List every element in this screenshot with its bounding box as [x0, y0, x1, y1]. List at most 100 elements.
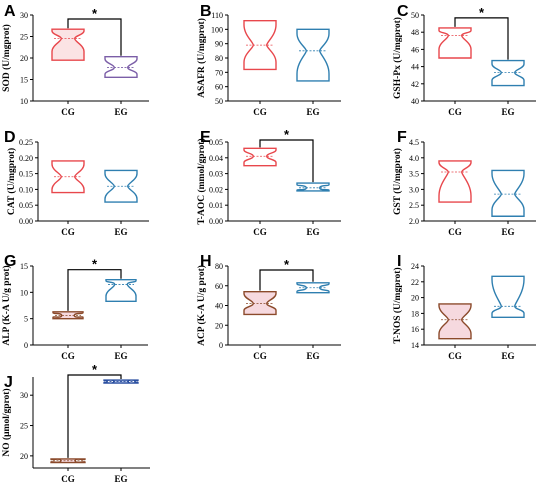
- y-tick-label: 48: [411, 28, 419, 37]
- y-tick-label: 10: [20, 288, 28, 297]
- y-tick-label: 4.5: [409, 138, 419, 147]
- y-tick-label: 100: [211, 25, 223, 34]
- panel-label: D: [4, 129, 16, 146]
- y-tick-label: 10: [20, 97, 28, 106]
- panel-i: I 14 16 18 20 22 24 T-NOS (U/mgprot) CG EG: [392, 253, 536, 361]
- y-axis-label: T-AOC (mmol/gprot): [196, 138, 207, 224]
- panel-label: F: [397, 129, 407, 146]
- y-axis-label: NO (μmol/gprot): [1, 388, 12, 456]
- panel-label: B: [200, 3, 212, 20]
- y-tick-label: 25: [20, 33, 28, 42]
- x-tick-label: CG: [253, 227, 267, 237]
- y-tick-label: 40: [411, 97, 419, 106]
- x-tick-label: EG: [306, 107, 319, 117]
- violin-cg: [438, 160, 472, 203]
- x-tick-label: CG: [448, 107, 462, 117]
- violin-eg: [491, 59, 525, 87]
- significance-bracket: [67, 269, 122, 311]
- x-tick-label: CG: [61, 227, 75, 237]
- significance-bracket: [259, 269, 314, 291]
- y-tick-label: 60: [215, 83, 223, 92]
- x-tick-label: EG: [501, 351, 514, 361]
- significance-marker: *: [92, 257, 98, 272]
- x-tick-label: EG: [114, 107, 127, 117]
- y-tick-label: 0.05: [209, 138, 223, 147]
- y-tick-label: 0.01: [209, 201, 223, 210]
- y-axis-label: ASAFR (U/mgprot): [196, 18, 207, 98]
- y-tick-label: 50: [411, 11, 419, 20]
- y-tick-label: 0.04: [209, 154, 223, 163]
- y-tick-label: 0.10: [19, 185, 33, 194]
- violin-eg: [491, 169, 525, 217]
- panel-g: G 0 5 10 15 ALP (K-A U/g prot) CG EG *: [1, 253, 148, 361]
- panel-f: F 2.0 2.5 3.0 3.5 4.0 4.5 GST (U/mgprot) CG EG: [392, 129, 536, 237]
- y-axis-label: GST (U/mgprot): [392, 148, 403, 215]
- y-tick-label: 20: [20, 54, 28, 63]
- panel-label: J: [4, 374, 13, 391]
- x-tick-label: EG: [306, 351, 319, 361]
- significance-bracket: [67, 374, 122, 458]
- violin-cg: [243, 147, 277, 167]
- x-tick-label: EG: [306, 227, 319, 237]
- violin-eg: [491, 275, 525, 319]
- x-tick-label: EG: [114, 474, 127, 484]
- x-tick-label: CG: [61, 351, 75, 361]
- y-tick-label: 20: [215, 321, 223, 330]
- y-tick-label: 18: [411, 309, 419, 318]
- significance-marker: *: [92, 6, 98, 21]
- y-tick-label: 30: [20, 11, 28, 20]
- y-axis-label: SOD (U/mgprot): [1, 24, 12, 92]
- y-tick-label: 0.03: [209, 170, 223, 179]
- x-tick-label: CG: [253, 107, 267, 117]
- x-tick-label: EG: [501, 107, 514, 117]
- y-tick-label: 42: [411, 80, 419, 89]
- y-tick-label: 4.0: [409, 154, 419, 163]
- x-tick-label: EG: [114, 351, 127, 361]
- violin-eg: [104, 56, 138, 79]
- significance-marker: *: [284, 257, 290, 272]
- y-tick-label: 80: [215, 262, 223, 271]
- violin-cg: [438, 303, 472, 340]
- x-tick-label: CG: [253, 351, 267, 361]
- x-tick-label: CG: [448, 227, 462, 237]
- y-axis-label: GSH-Px (U/mgprot): [392, 17, 403, 99]
- violin-eg: [296, 28, 330, 82]
- y-tick-label: 110: [211, 11, 223, 20]
- panel-a: A 10 15 20 25 30 SOD (U/mgprot) CG EG *: [1, 3, 149, 117]
- y-tick-label: 0.25: [19, 138, 33, 147]
- y-tick-label: 0.20: [19, 154, 33, 163]
- y-tick-label: 3.0: [409, 185, 419, 194]
- significance-bracket: [454, 17, 509, 60]
- violin-cg: [438, 27, 472, 59]
- panel-c: C 40 42 44 46 48 50 GSH-Px (U/mgprot) CG EG *: [392, 3, 536, 117]
- x-tick-label: EG: [501, 227, 514, 237]
- panel-label: C: [397, 3, 409, 20]
- panel-label: H: [200, 253, 212, 270]
- y-tick-label: 3.5: [409, 170, 419, 179]
- y-tick-label: 14: [411, 341, 419, 350]
- panel-label: I: [397, 253, 401, 270]
- significance-bracket: [67, 18, 122, 56]
- significance-bracket: [259, 139, 314, 183]
- x-tick-label: EG: [114, 227, 127, 237]
- y-tick-label: 0.02: [209, 185, 223, 194]
- y-tick-label: 46: [411, 45, 419, 54]
- y-axis-label: T-NOS (U/mgprot): [392, 267, 403, 343]
- y-tick-label: 0.00: [209, 217, 223, 226]
- y-tick-label: 30: [20, 391, 28, 400]
- significance-marker: *: [284, 127, 290, 142]
- panel-b: B 50 60 70 80 90 100 110 ASAFR (U/mgprot) CG EG: [196, 3, 341, 117]
- panel-h: H 0 20 40 60 80 ACP (K-A U/g prot) CG EG *: [196, 253, 341, 361]
- significance-marker: *: [92, 362, 98, 377]
- y-tick-label: 0: [219, 341, 223, 350]
- y-axis-label: ALP (K-A U/g prot): [1, 265, 12, 345]
- y-tick-label: 60: [215, 282, 223, 291]
- y-tick-label: 24: [411, 262, 419, 271]
- violin-cg: [51, 28, 85, 61]
- y-tick-label: 25: [20, 422, 28, 431]
- panel-label: G: [4, 253, 16, 270]
- y-tick-label: 90: [215, 40, 223, 49]
- y-tick-label: 0.00: [19, 217, 33, 226]
- y-tick-label: 5: [24, 315, 28, 324]
